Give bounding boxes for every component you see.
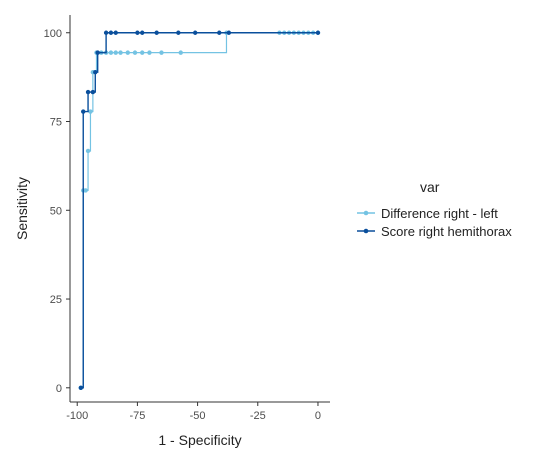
legend-key-point [363, 210, 369, 216]
data-point [78, 385, 84, 390]
legend-label: Score right hemithorax [381, 224, 512, 239]
x-tick-label: 0 [315, 410, 321, 422]
data-point [147, 50, 152, 55]
data-point [85, 89, 91, 95]
data-point [132, 50, 138, 55]
y-axis-ticks: 0 25 50 75 100 [44, 28, 70, 395]
x-tick-label: -25 [250, 410, 266, 422]
data-point [178, 50, 183, 55]
legend-item: Score right hemithorax [357, 224, 512, 239]
data-point [154, 30, 159, 35]
data-point [118, 50, 123, 55]
data-point [135, 30, 140, 35]
data-point [217, 30, 222, 35]
y-tick-label: 100 [44, 28, 62, 40]
y-axis-title: Sensitivity [14, 177, 30, 240]
data-point [113, 50, 118, 55]
x-tick-label: -75 [129, 410, 145, 422]
legend: var Difference right - left Score right h… [357, 179, 512, 239]
data-point [125, 50, 130, 55]
x-tick-label: -100 [66, 410, 88, 422]
y-tick-label: 25 [50, 294, 62, 306]
data-point [113, 30, 118, 35]
data-point [140, 50, 145, 55]
legend-items: Difference right - left Score right hemit… [357, 206, 512, 239]
legend-item: Difference right - left [357, 206, 498, 221]
y-tick-label: 0 [56, 383, 62, 395]
data-point [192, 30, 198, 35]
x-axis-title: 1 - Specificity [158, 432, 241, 448]
legend-label: Difference right - left [381, 206, 498, 221]
data-point [85, 148, 91, 154]
data-point [81, 109, 86, 114]
series-line [80, 32, 318, 389]
data-point [88, 109, 93, 114]
data-point [159, 50, 164, 55]
data-point [108, 30, 114, 35]
data-point [83, 188, 88, 193]
data-point [90, 89, 96, 95]
y-tick-label: 75 [50, 117, 62, 129]
legend-title: var [420, 179, 440, 195]
data-point [103, 30, 109, 35]
x-tick-label: -50 [190, 410, 206, 422]
data-point [108, 50, 114, 55]
data-point [95, 50, 100, 55]
series-layer [78, 30, 321, 390]
data-point [140, 30, 145, 35]
legend-key-point [363, 228, 369, 234]
y-tick-label: 50 [50, 205, 62, 217]
data-point [176, 30, 181, 35]
x-axis-ticks: -100 -75 -50 -25 0 [66, 402, 321, 422]
data-point [93, 69, 98, 75]
data-point [226, 30, 232, 35]
series-1 [78, 30, 321, 390]
data-point [315, 30, 321, 35]
